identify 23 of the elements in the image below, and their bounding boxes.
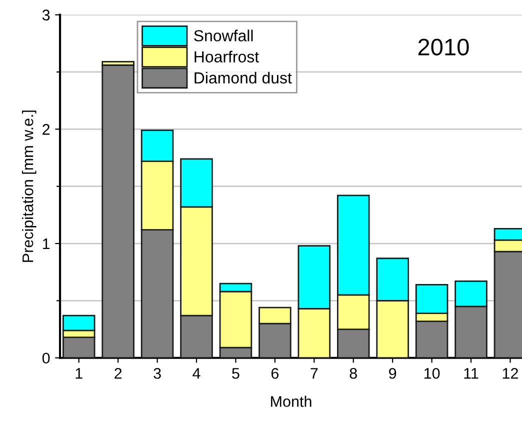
x-tick-label: 12: [502, 368, 518, 379]
x-tick-label: 9: [389, 368, 396, 379]
x-tick-label: 7: [310, 368, 318, 379]
x-tick-label: 1: [76, 368, 82, 379]
x-tick-label: 11: [464, 368, 478, 379]
x-tick-label: 6: [271, 368, 279, 379]
x-tick-label: 2: [114, 368, 122, 379]
y-tick-label: 0: [42, 352, 50, 364]
legend-label: Snowfall: [194, 30, 253, 42]
x-tick-label: 3: [154, 368, 161, 379]
y-axis-title: Precipitation [mm w.e.]: [22, 110, 36, 262]
y-tick-label: 1: [42, 238, 50, 250]
x-tick-label: 8: [350, 368, 357, 379]
x-tick-label: 5: [232, 368, 240, 379]
x-tick-label: 4: [192, 368, 200, 379]
x-tick-label: 10: [424, 368, 440, 379]
y-tick-label: 2: [42, 124, 50, 135]
annotation: 2010: [418, 38, 469, 56]
bar: [102, 64, 134, 358]
legend-label: Diamond dust: [194, 72, 292, 84]
legend-label: Hoarfrost: [194, 50, 259, 62]
x-axis-title: Month: [271, 396, 312, 407]
y-tick-label: 3: [42, 10, 50, 20]
